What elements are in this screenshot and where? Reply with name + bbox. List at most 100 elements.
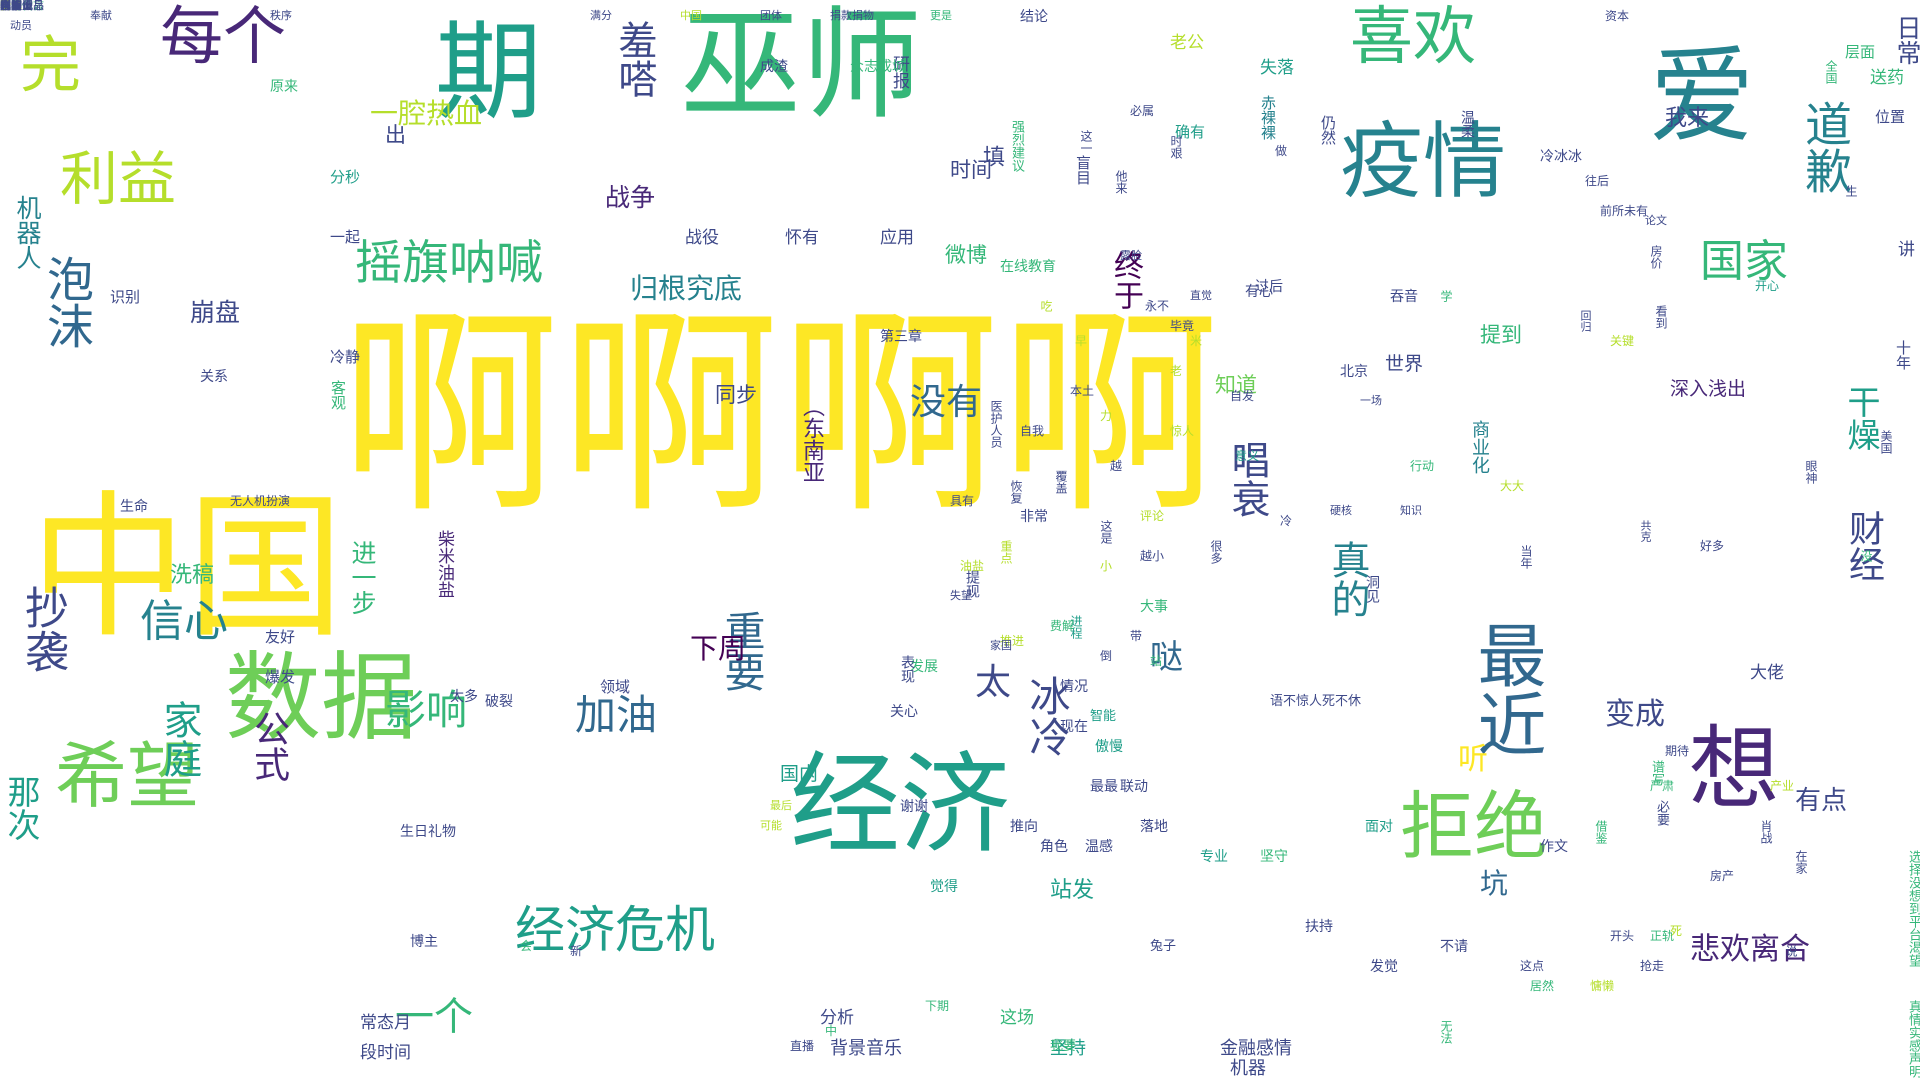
cloud-word: 兔子	[1150, 939, 1177, 954]
cloud-word: 正轨	[1650, 929, 1675, 943]
cloud-word: 中	[825, 1024, 838, 1038]
cloud-word: 大大	[1500, 479, 1525, 493]
cloud-word: 论文	[1645, 214, 1667, 227]
cloud-word: 全国	[1824, 60, 1838, 84]
cloud-word: 想到	[0, 0, 22, 12]
cloud-word: 风格	[0, 0, 22, 12]
cloud-word: 房价	[1649, 245, 1663, 269]
cloud-word: 重要	[717, 610, 765, 692]
cloud-word: 战役	[685, 228, 719, 248]
cloud-word: 下周	[690, 632, 747, 665]
cloud-word: 没有	[910, 382, 983, 423]
cloud-word: 巫师	[680, 0, 923, 136]
cloud-word: 米	[1190, 334, 1203, 348]
cloud-word: 知道	[1215, 373, 1257, 397]
cloud-word: 北京	[1340, 364, 1368, 380]
cloud-word: 必属	[1130, 104, 1155, 118]
cloud-word: 严肃	[1650, 779, 1675, 793]
cloud-word: 羞嗒	[612, 20, 657, 98]
cloud-word: 机器人	[13, 195, 42, 270]
cloud-word: 共克	[1639, 520, 1652, 542]
cloud-word: 在线教育	[1000, 259, 1056, 275]
cloud-word: 应用	[880, 228, 914, 248]
cloud-word: 一场	[1360, 394, 1382, 407]
cloud-word: 最近	[1465, 620, 1545, 758]
cloud-word: 十年	[1894, 340, 1912, 370]
cloud-word: 联动	[1120, 779, 1148, 795]
cloud-word: 时艰	[1169, 135, 1183, 159]
cloud-word: 落地	[1140, 819, 1168, 835]
cloud-word: 带	[1130, 629, 1143, 643]
cloud-word: 崩盘	[190, 298, 241, 327]
cloud-word: 看到	[1654, 305, 1668, 329]
cloud-word: 讲	[1894, 240, 1914, 257]
cloud-word: 微博	[945, 243, 987, 267]
cloud-word: 研报	[889, 55, 909, 89]
cloud-word: 经济	[790, 741, 1010, 869]
cloud-word: 家国	[990, 639, 1012, 652]
cloud-word: 坚持	[1050, 1038, 1086, 1059]
cloud-word: 我要	[1050, 1039, 1077, 1054]
cloud-word: 说明	[0, 0, 22, 12]
cloud-word: 啊啊啊啊	[340, 287, 1221, 543]
cloud-word: 没	[1859, 550, 1873, 562]
cloud-word: 回归	[1579, 310, 1592, 332]
cloud-word: 世界	[1385, 353, 1424, 375]
cloud-word: 坑	[1480, 867, 1509, 900]
cloud-word: 面对	[1365, 819, 1393, 835]
cloud-word: 客观	[329, 380, 347, 410]
cloud-word: 吞音	[1390, 289, 1418, 305]
cloud-word: 道歉	[1796, 100, 1851, 194]
cloud-word: 硬核	[1330, 504, 1352, 517]
cloud-word: 失落	[1260, 58, 1294, 78]
cloud-word: 懂憬	[0, 0, 22, 12]
cloud-word: 战争	[605, 183, 656, 212]
cloud-word: 可能	[760, 819, 782, 832]
cloud-word: 一下诚恳	[0, 0, 44, 12]
cloud-word: 有点	[1795, 786, 1848, 816]
cloud-word: 大佬	[1750, 663, 1784, 683]
cloud-word: 吃	[1039, 300, 1053, 312]
cloud-word: 各地	[0, 0, 22, 12]
cloud-word: 完	[20, 30, 82, 101]
cloud-word: 分秒	[330, 168, 361, 186]
cloud-word: 赤裸裸	[1259, 95, 1277, 140]
cloud-word: 方	[0, 0, 11, 12]
cloud-word: 秒	[0, 0, 11, 12]
cloud-word: 住	[0, 0, 11, 12]
cloud-word: 作文	[1540, 839, 1568, 855]
cloud-word: 数据	[225, 642, 417, 754]
cloud-word: 肖战	[1759, 820, 1773, 844]
cloud-word: 心	[0, 0, 11, 12]
cloud-word: 有心	[1245, 284, 1273, 300]
cloud-word: 智能	[1090, 709, 1117, 724]
cloud-word: 专业	[1200, 849, 1228, 865]
cloud-word: 生日礼物	[400, 824, 456, 840]
cloud-word: 行动	[1410, 459, 1435, 473]
cloud-word: 层面	[1845, 43, 1876, 61]
cloud-word: 过后	[1255, 279, 1283, 295]
cloud-word: 坚守	[1260, 849, 1288, 865]
cloud-word: 关心	[890, 704, 918, 720]
cloud-word: 公式	[248, 710, 289, 782]
cloud-word: 捐款捐物	[830, 9, 874, 22]
cloud-word: 最后	[770, 799, 792, 812]
cloud-word: 破裂	[485, 694, 513, 710]
cloud-word: 第三章	[880, 329, 922, 345]
cloud-word: 力	[1100, 409, 1113, 423]
cloud-word: 调控	[0, 0, 22, 12]
cloud-word: 毕竟	[1170, 319, 1195, 333]
cloud-word: 期	[435, 11, 543, 135]
cloud-word: 做	[1275, 144, 1288, 158]
cloud-word: 怀有	[785, 228, 819, 248]
cloud-word: 生	[1844, 185, 1858, 197]
cloud-word: 为啥	[0, 0, 22, 12]
cloud-word: 美国	[1879, 430, 1893, 454]
cloud-word: 确有	[1175, 123, 1206, 141]
cloud-word: 每个	[160, 0, 286, 73]
cloud-word: 领域	[600, 678, 631, 696]
cloud-word: 说	[1784, 945, 1798, 957]
cloud-word: 开心	[1755, 279, 1780, 293]
cloud-word: 教	[0, 0, 11, 12]
